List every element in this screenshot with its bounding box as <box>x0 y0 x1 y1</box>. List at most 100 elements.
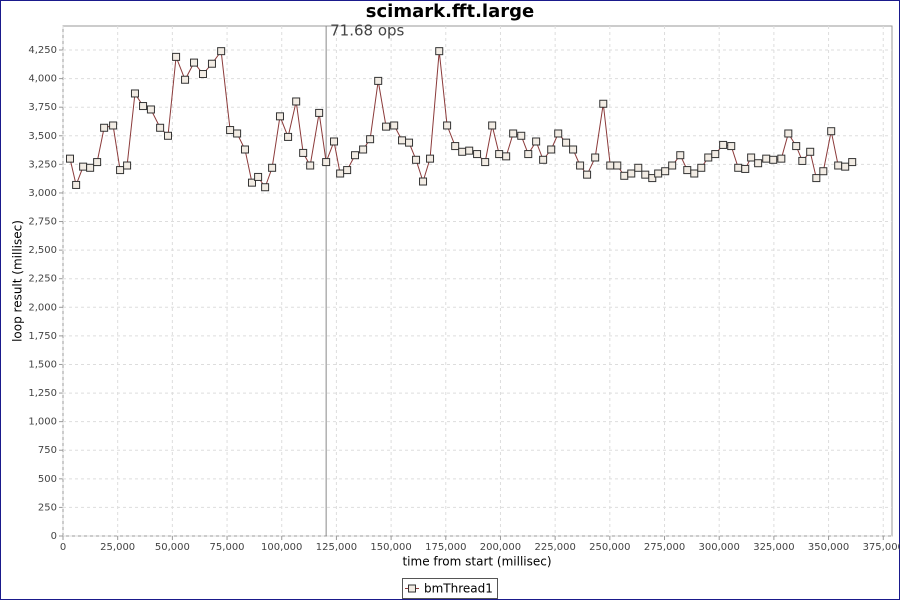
data-point <box>784 129 793 138</box>
x-tick-label: 175,000 <box>425 542 466 553</box>
data-point <box>336 169 345 178</box>
data-point <box>366 135 375 144</box>
x-tick-label: 0 <box>60 542 66 553</box>
data-point <box>834 161 843 170</box>
y-tick-label: 1,500 <box>28 359 57 370</box>
data-point <box>254 172 263 181</box>
data-point <box>532 137 541 146</box>
data-point <box>390 121 399 130</box>
data-point <box>648 174 657 183</box>
data-point <box>509 129 518 138</box>
data-point <box>398 136 407 145</box>
x-tick-label: 300,000 <box>699 542 740 553</box>
data-point <box>116 166 125 175</box>
data-point <box>762 154 771 163</box>
x-tick-label: 200,000 <box>480 542 521 553</box>
x-tick-label: 25,000 <box>100 542 135 553</box>
x-tick-label: 100,000 <box>261 542 302 553</box>
data-point <box>524 150 533 159</box>
data-point <box>547 145 556 154</box>
plot-area <box>62 25 893 537</box>
data-point <box>247 178 256 187</box>
legend <box>402 578 498 599</box>
data-point <box>79 162 88 171</box>
data-point <box>812 174 821 183</box>
data-point <box>146 105 155 114</box>
data-point <box>697 163 706 172</box>
data-point <box>562 138 571 147</box>
data-point <box>517 131 526 140</box>
data-point <box>275 112 284 121</box>
x-tick-label: 50,000 <box>155 542 190 553</box>
data-point <box>330 137 339 146</box>
data-point <box>754 159 763 168</box>
data-point <box>65 154 74 163</box>
data-point <box>792 142 801 151</box>
data-point <box>374 76 383 85</box>
y-tick-label: 2,500 <box>28 245 57 256</box>
y-tick-label: 4,250 <box>28 45 57 56</box>
marker-label: 71.68 ops <box>330 22 404 40</box>
data-point <box>583 170 592 179</box>
data-point <box>72 180 81 189</box>
data-point <box>481 158 490 167</box>
data-point <box>172 52 181 61</box>
x-tick-label: 375,000 <box>863 542 900 553</box>
data-point <box>465 146 474 155</box>
data-point <box>727 142 736 151</box>
data-point <box>451 142 460 151</box>
data-point <box>435 47 444 56</box>
data-point <box>576 161 585 170</box>
x-axis-label: time from start (millisec) <box>402 555 551 569</box>
data-point <box>634 163 643 172</box>
y-tick-label: 2,000 <box>28 302 57 313</box>
data-point <box>93 158 102 167</box>
data-point <box>207 59 216 68</box>
data-point <box>130 89 139 98</box>
data-point <box>359 145 368 154</box>
data-point <box>261 183 270 192</box>
data-point <box>292 97 301 106</box>
data-point <box>443 121 452 130</box>
data-point <box>627 169 636 178</box>
data-point <box>502 152 511 161</box>
y-tick-label: 0 <box>51 531 57 542</box>
data-point <box>827 127 836 136</box>
data-point <box>426 154 435 163</box>
y-tick-label: 1,000 <box>28 417 57 428</box>
data-point <box>806 147 815 156</box>
data-point <box>139 102 148 111</box>
y-tick-label: 1,250 <box>28 388 57 399</box>
data-point <box>226 126 235 135</box>
data-point <box>284 132 293 141</box>
data-point <box>100 123 109 132</box>
data-point <box>711 150 720 159</box>
data-point <box>591 153 600 162</box>
data-point <box>419 177 428 186</box>
data-point <box>343 166 352 175</box>
data-point <box>769 155 778 164</box>
data-point <box>654 169 663 178</box>
data-point <box>747 153 756 162</box>
data-point <box>613 161 622 170</box>
x-tick-label: 350,000 <box>808 542 849 553</box>
data-point <box>86 163 95 172</box>
data-point <box>315 108 324 117</box>
data-point <box>156 123 165 132</box>
data-point <box>405 138 414 147</box>
data-point <box>676 151 685 160</box>
data-point <box>777 154 786 163</box>
data-point <box>668 161 677 170</box>
x-tick-label: 75,000 <box>210 542 245 553</box>
data-point <box>704 153 713 162</box>
y-tick-label: 3,000 <box>28 188 57 199</box>
legend-marker <box>408 584 416 593</box>
data-point <box>109 121 118 130</box>
data-point <box>306 161 315 170</box>
data-point <box>382 122 391 131</box>
data-point <box>848 158 857 167</box>
data-point <box>683 166 692 175</box>
y-axis-label: loop result (millisec) <box>11 220 25 342</box>
data-point <box>606 161 615 170</box>
